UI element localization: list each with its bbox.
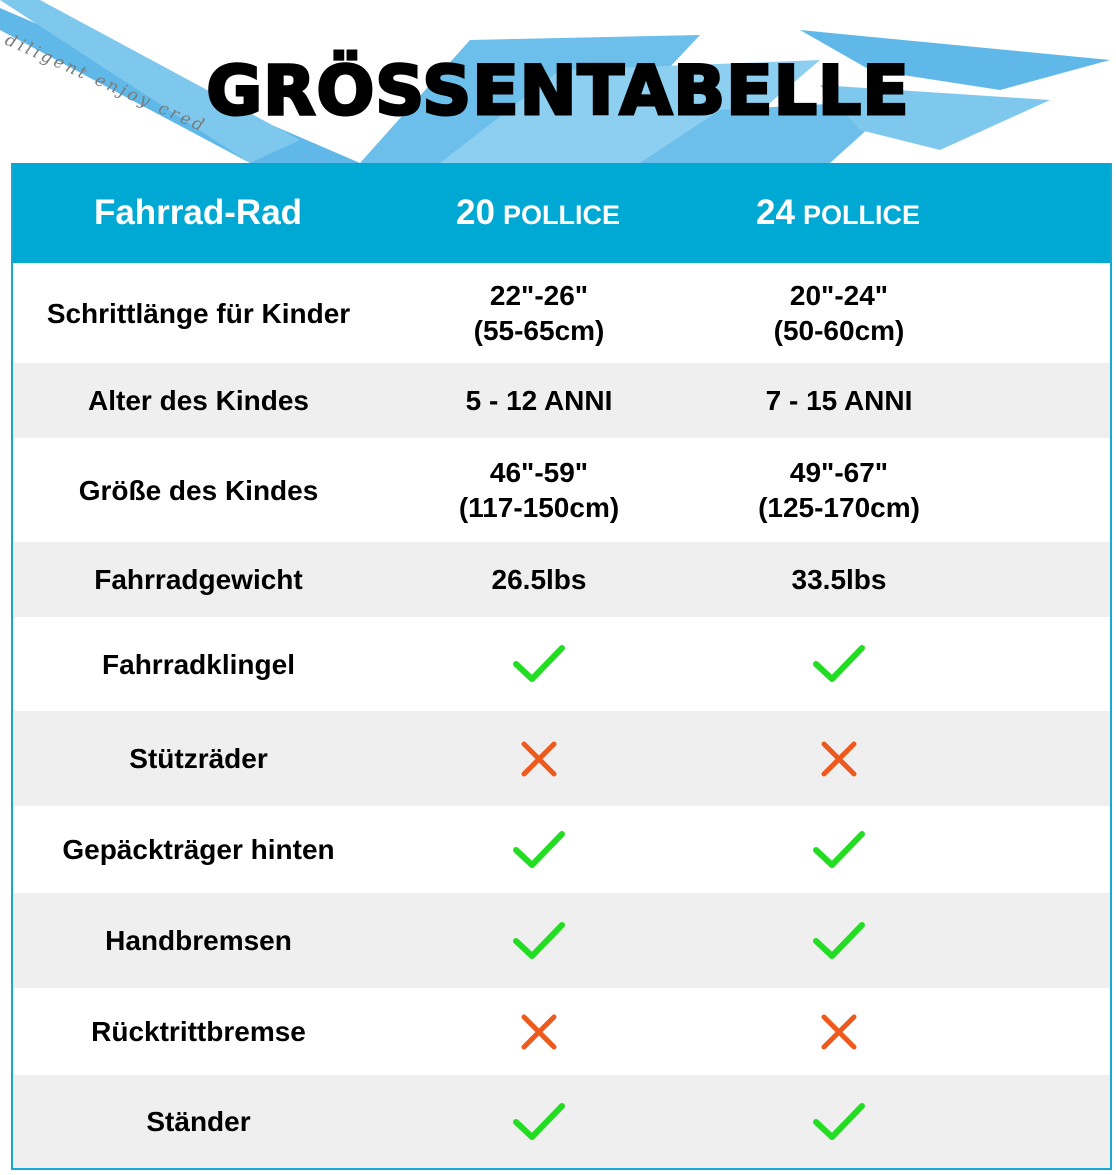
row-label: Handbremsen	[105, 925, 292, 956]
page-title: GRÖSSENTABELLE	[205, 51, 910, 133]
cell-20: 22"-26" (55-65cm)	[384, 278, 694, 348]
banner-stripes-graphic	[0, 0, 1110, 163]
check-icon	[694, 830, 984, 870]
size-table: Fahrrad-Rad 20 POLLICE 24 POLLICE Schrittl…	[11, 163, 1112, 1170]
cell-24: 33.5lbs	[791, 564, 887, 595]
row-label: Stützräder	[129, 743, 268, 774]
table-row: Schrittlänge für Kinder 22"-26" (55-65cm…	[13, 263, 1110, 363]
cell-20: 5 - 12 ANNI	[465, 385, 613, 416]
row-label: Alter des Kindes	[88, 385, 309, 416]
header-20-unit: POLLICE	[502, 200, 620, 230]
cell-24: 20"-24" (50-60cm)	[694, 278, 984, 348]
row-label: Gepäckträger hinten	[62, 834, 335, 865]
check-icon	[694, 644, 984, 684]
check-icon	[384, 830, 694, 870]
cell-value: (50-60cm)	[773, 315, 905, 346]
check-icon	[384, 644, 694, 684]
table-row: Fahrradgewicht 26.5lbs 33.5lbs	[13, 542, 1110, 617]
table-row: Stützräder	[13, 711, 1110, 806]
cell-20: 46"-59" (117-150cm)	[384, 455, 694, 525]
cell-value: (117-150cm)	[458, 492, 620, 523]
cross-icon	[694, 1012, 984, 1052]
cell-value: 22"-26"	[489, 280, 589, 311]
cross-icon	[384, 1012, 694, 1052]
cell-20: 26.5lbs	[491, 564, 587, 595]
cell-value: (125-170cm)	[758, 492, 920, 523]
table-row: Handbremsen	[13, 893, 1110, 988]
check-icon	[384, 921, 694, 961]
header-24-inch: 24 POLLICE	[693, 193, 983, 233]
header-20-inch: 20 POLLICE	[383, 193, 693, 233]
table-row: Rücktrittbremse	[13, 988, 1110, 1075]
row-label: Fahrradgewicht	[94, 564, 303, 595]
row-label: Ständer	[146, 1106, 251, 1137]
check-icon	[694, 1102, 984, 1142]
check-icon	[694, 921, 984, 961]
header-banner: diligent enjoy cred GRÖSSENTABELLE	[0, 0, 1116, 163]
header-24-unit: POLLICE	[802, 200, 920, 230]
row-label: Schrittlänge für Kinder	[46, 297, 351, 329]
cell-24: 7 - 15 ANNI	[765, 385, 913, 416]
table-row: Gepäckträger hinten	[13, 806, 1110, 893]
header-feature: Fahrrad-Rad	[93, 193, 303, 232]
row-label: Größe des Kindes	[78, 474, 319, 506]
cell-value: 46"-59"	[489, 457, 589, 488]
table-header-row: Fahrrad-Rad 20 POLLICE 24 POLLICE	[13, 163, 1110, 263]
table-row: Alter des Kindes 5 - 12 ANNI 7 - 15 ANNI	[13, 363, 1110, 438]
cross-icon	[694, 739, 984, 779]
cell-value: (55-65cm)	[473, 315, 605, 346]
header-24-number: 24	[756, 193, 795, 232]
header-20-number: 20	[456, 193, 495, 232]
cell-24: 49"-67" (125-170cm)	[694, 455, 984, 525]
table-row: Fahrradklingel	[13, 617, 1110, 711]
table-row: Ständer	[13, 1075, 1110, 1168]
cell-value: 20"-24"	[789, 280, 889, 311]
row-label: Rücktrittbremse	[91, 1016, 306, 1047]
cross-icon	[384, 739, 694, 779]
row-label: Fahrradklingel	[102, 648, 295, 680]
check-icon	[384, 1102, 694, 1142]
table-row: Größe des Kindes 46"-59" (117-150cm) 49"…	[13, 438, 1110, 542]
cell-value: 49"-67"	[789, 457, 889, 488]
